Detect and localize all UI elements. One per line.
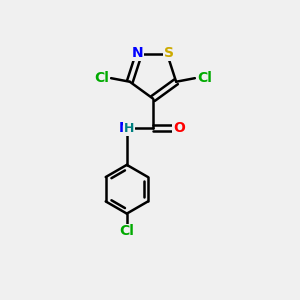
Text: O: O — [173, 121, 185, 135]
Text: N: N — [119, 121, 130, 135]
Text: N: N — [131, 46, 143, 60]
Text: Cl: Cl — [94, 71, 109, 85]
Text: H: H — [124, 122, 134, 135]
Text: Cl: Cl — [119, 224, 134, 239]
Text: Cl: Cl — [197, 71, 212, 85]
Text: S: S — [164, 46, 174, 60]
